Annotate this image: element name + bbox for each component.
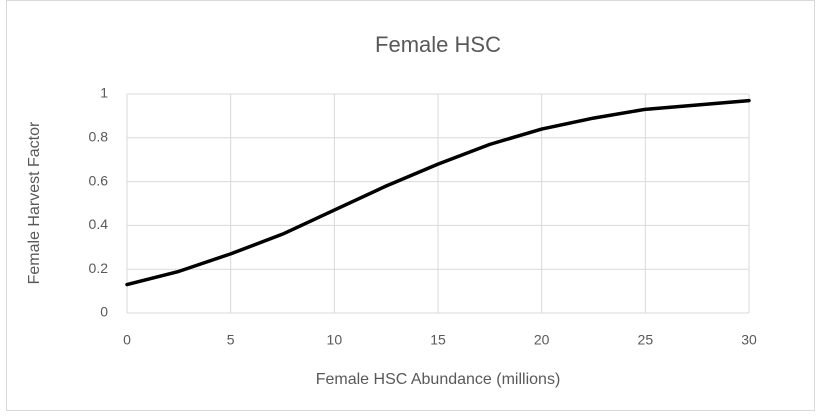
y-axis-title: Female Harvest Factor: [26, 121, 43, 284]
y-tick-label: 0.4: [89, 216, 109, 232]
x-tick-label: 15: [430, 332, 446, 348]
y-tick-label: 0.8: [89, 129, 109, 145]
x-tick-label: 25: [638, 332, 654, 348]
chart-title: Female HSC: [375, 32, 501, 57]
chart-border: [6, 0, 815, 411]
y-tick-label: 0: [100, 304, 108, 320]
data-line: [125, 98, 751, 287]
y-tick-label: 0.2: [89, 260, 109, 276]
x-axis-title: Female HSC Abundance (millions): [316, 371, 561, 388]
y-tick-label: 0.6: [89, 172, 109, 188]
x-tick-label: 10: [327, 332, 343, 348]
x-tick-label: 5: [227, 332, 235, 348]
x-tick-label: 20: [534, 332, 550, 348]
x-tick-label: 0: [123, 332, 131, 348]
x-tick-label: 30: [741, 332, 757, 348]
y-tick-label: 1: [100, 85, 108, 101]
